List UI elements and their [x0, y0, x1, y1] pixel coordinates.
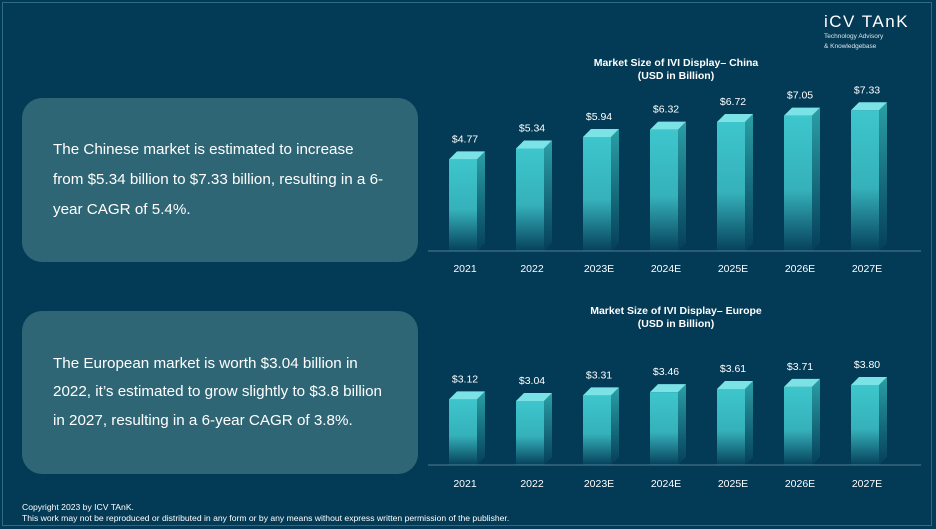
europe-category-label: 2023E	[584, 478, 614, 490]
europe-bar-2027E	[851, 377, 887, 465]
china-summary-box: The Chinese market is estimated to incre…	[22, 98, 418, 262]
china-value-label: $5.94	[586, 111, 612, 123]
china-market-chart: Market Size of IVI Display– China(USD in…	[428, 57, 921, 275]
europe-bar-2021	[449, 391, 485, 465]
europe-category-label: 2027E	[852, 478, 882, 490]
europe-value-label: $3.31	[586, 369, 612, 381]
china-category-label: 2027E	[852, 263, 882, 275]
europe-value-label: $3.46	[653, 366, 679, 378]
china-bar-2025E	[717, 113, 753, 251]
europe-value-label: $3.61	[720, 363, 746, 375]
china-value-label: $7.05	[787, 90, 813, 102]
china-category-label: 2026E	[785, 263, 815, 275]
china-bar-2022	[516, 140, 552, 251]
europe-value-label: $3.71	[787, 361, 813, 373]
china-bar-2026E	[784, 107, 820, 251]
europe-bar-2024E	[650, 384, 686, 465]
europe-chart-subtitle: (USD in Billion)	[638, 318, 714, 330]
china-category-label: 2022	[520, 263, 544, 275]
copyright-footer: Copyright 2023 by ICV TAnK. This work ma…	[22, 502, 509, 523]
china-bar-2023E	[583, 128, 619, 251]
europe-category-label: 2026E	[785, 478, 815, 490]
europe-category-label: 2021	[453, 478, 477, 490]
europe-value-label: $3.80	[854, 359, 880, 371]
europe-bar-2025E	[717, 381, 753, 465]
brand-name: iCV TAnK	[824, 12, 910, 31]
europe-summary-text: The European market is worth $3.04 billi…	[53, 354, 382, 429]
europe-category-label: 2024E	[651, 478, 681, 490]
china-summary-text: The Chinese market is estimated to incre…	[53, 141, 384, 218]
europe-market-chart: Market Size of IVI Display– Europe(USD i…	[428, 305, 921, 490]
europe-category-label: 2022	[520, 478, 544, 490]
europe-bar-2026E	[784, 378, 820, 465]
china-category-label: 2025E	[718, 263, 748, 275]
copyright-line: Copyright 2023 by ICV TAnK.	[22, 502, 134, 512]
china-chart-subtitle: (USD in Billion)	[638, 70, 714, 82]
europe-category-label: 2025E	[718, 478, 748, 490]
china-value-label: $6.72	[720, 96, 746, 108]
europe-bar-2022	[516, 393, 552, 465]
europe-chart-title: Market Size of IVI Display– Europe	[590, 305, 762, 317]
china-bar-2021	[449, 151, 485, 251]
brand-logo: iCV TAnK Technology Advisory & Knowledge…	[824, 13, 909, 50]
copyright-notice: This work may not be reproduced or distr…	[22, 512, 510, 523]
china-category-label: 2024E	[651, 263, 681, 275]
china-value-label: $4.77	[452, 133, 478, 145]
china-category-label: 2021	[453, 263, 477, 275]
china-category-label: 2023E	[584, 263, 614, 275]
china-bar-2024E	[650, 121, 686, 251]
europe-bar-2023E	[583, 387, 619, 465]
brand-tagline-1: Technology Advisory	[824, 33, 884, 40]
china-bar-2027E	[851, 102, 887, 251]
europe-value-label: $3.12	[452, 373, 478, 385]
brand-tagline-2: & Knowledgebase	[824, 42, 877, 50]
china-value-label: $6.32	[653, 104, 679, 116]
china-chart-title: Market Size of IVI Display– China	[594, 57, 759, 69]
europe-value-label: $3.04	[519, 375, 545, 387]
china-value-label: $7.33	[854, 84, 880, 96]
china-value-label: $5.34	[519, 122, 545, 134]
europe-summary-box: The European market is worth $3.04 billi…	[22, 311, 418, 474]
